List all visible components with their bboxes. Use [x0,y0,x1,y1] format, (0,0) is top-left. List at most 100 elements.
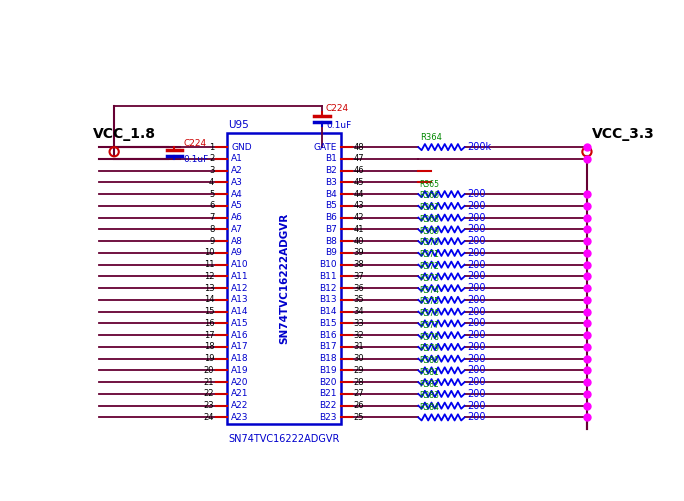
Text: 20: 20 [204,366,214,375]
Text: B15: B15 [319,319,337,328]
Text: 16: 16 [204,319,214,328]
Text: C224: C224 [326,104,349,113]
Text: R367: R367 [419,203,439,212]
Text: 19: 19 [204,354,214,363]
Text: R379: R379 [419,344,439,353]
Text: R381: R381 [419,368,439,377]
Text: GATE: GATE [313,143,337,152]
Text: A1: A1 [231,154,243,163]
Text: R375: R375 [419,297,439,306]
Text: 200: 200 [468,189,486,199]
Bar [226,133,341,423]
Text: A3: A3 [231,178,243,187]
Text: A13: A13 [231,296,249,305]
Text: 13: 13 [204,284,214,293]
Text: B20: B20 [319,378,337,387]
Text: 41: 41 [354,225,364,234]
Text: 34: 34 [354,307,365,316]
Text: R382: R382 [419,380,439,388]
Text: B4: B4 [325,190,337,198]
Text: B3: B3 [325,178,337,187]
Text: R371: R371 [419,250,439,259]
Text: A10: A10 [231,260,249,269]
Text: R366: R366 [419,191,439,200]
Text: 4: 4 [209,178,214,187]
Text: R384: R384 [419,403,439,412]
Text: 9: 9 [209,236,214,245]
Text: SN74TVC16222ADGVR: SN74TVC16222ADGVR [279,213,289,344]
Text: 200: 200 [468,248,486,258]
Text: B23: B23 [319,413,337,422]
Text: 33: 33 [354,319,365,328]
Text: 25: 25 [354,413,364,422]
Text: 32: 32 [354,331,365,340]
Text: A22: A22 [231,401,248,410]
Text: 200: 200 [468,307,486,317]
Text: 28: 28 [354,378,365,387]
Text: B10: B10 [319,260,337,269]
Text: B13: B13 [319,296,337,305]
Text: 46: 46 [354,166,365,175]
Text: 24: 24 [204,413,214,422]
Text: R380: R380 [419,356,439,365]
Text: 21: 21 [204,378,214,387]
Text: B19: B19 [319,366,337,375]
Text: A11: A11 [231,272,249,281]
Text: B21: B21 [319,389,337,398]
Text: 39: 39 [354,248,365,258]
Text: B14: B14 [319,307,337,316]
Text: A2: A2 [231,166,243,175]
Text: 200: 200 [468,272,486,282]
Text: 200: 200 [468,342,486,352]
Text: B1: B1 [325,154,337,163]
Text: A12: A12 [231,284,249,293]
Text: 37: 37 [354,272,365,281]
Text: SN74TVC16222ADGVR: SN74TVC16222ADGVR [228,434,340,444]
Text: A20: A20 [231,378,249,387]
Text: 200: 200 [468,201,486,211]
Text: R369: R369 [419,227,439,236]
Text: 200: 200 [468,330,486,340]
Text: 42: 42 [354,213,364,222]
Text: B2: B2 [325,166,337,175]
Text: R373: R373 [419,274,439,283]
Text: R364: R364 [420,133,442,142]
Text: 15: 15 [204,307,214,316]
Text: B7: B7 [325,225,337,234]
Text: 29: 29 [354,366,364,375]
Text: B8: B8 [325,236,337,245]
Text: 2: 2 [209,154,214,163]
Text: R372: R372 [419,262,439,271]
Text: A18: A18 [231,354,249,363]
Text: 8: 8 [209,225,214,234]
Text: B5: B5 [325,201,337,210]
Text: A9: A9 [231,248,243,258]
Text: 200: 200 [468,260,486,270]
Text: A17: A17 [231,342,249,351]
Text: R365: R365 [419,180,439,189]
Text: 1: 1 [209,143,214,152]
Text: VCC_1.8: VCC_1.8 [92,127,155,141]
Text: 45: 45 [354,178,364,187]
Text: 48: 48 [354,143,365,152]
Text: 0.1uF: 0.1uF [183,154,209,163]
Text: B6: B6 [325,213,337,222]
Text: 14: 14 [204,296,214,305]
Text: R383: R383 [419,391,439,400]
Text: A19: A19 [231,366,249,375]
Text: B17: B17 [319,342,337,351]
Text: 12: 12 [204,272,214,281]
Text: B22: B22 [319,401,337,410]
Text: B18: B18 [319,354,337,363]
Text: 200: 200 [468,295,486,305]
Text: A21: A21 [231,389,249,398]
Text: A7: A7 [231,225,243,234]
Text: A5: A5 [231,201,243,210]
Text: 43: 43 [354,201,365,210]
Text: R374: R374 [419,286,439,295]
Text: 26: 26 [354,401,365,410]
Text: 6: 6 [209,201,214,210]
Text: 22: 22 [204,389,214,398]
Text: 7: 7 [209,213,214,222]
Text: R377: R377 [419,321,439,330]
